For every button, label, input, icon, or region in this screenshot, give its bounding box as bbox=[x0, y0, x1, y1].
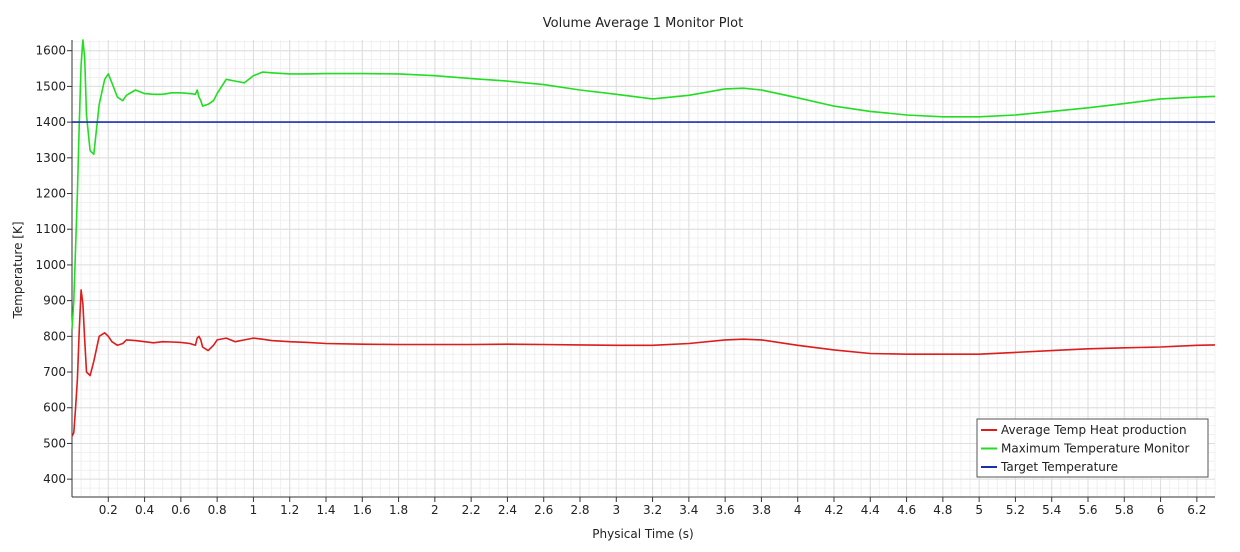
y-tick-label: 1300 bbox=[35, 151, 66, 165]
x-tick-label: 5.2 bbox=[1006, 503, 1025, 517]
x-tick-label: 3.6 bbox=[716, 503, 735, 517]
y-tick-label: 900 bbox=[43, 294, 66, 308]
x-tick-label: 0.4 bbox=[135, 503, 154, 517]
x-tick-label: 3.4 bbox=[679, 503, 698, 517]
x-tick-label: 4.4 bbox=[861, 503, 880, 517]
x-tick-label: 5 bbox=[975, 503, 983, 517]
x-tick-label: 2.4 bbox=[498, 503, 517, 517]
x-tick-label: 6.2 bbox=[1187, 503, 1206, 517]
x-tick-label: 3 bbox=[612, 503, 620, 517]
legend-label: Average Temp Heat production bbox=[1001, 423, 1187, 437]
x-tick-label: 5.6 bbox=[1078, 503, 1097, 517]
y-tick-label: 800 bbox=[43, 329, 66, 343]
x-tick-label: 4.8 bbox=[933, 503, 952, 517]
grid bbox=[72, 40, 1216, 497]
x-tick-label: 4 bbox=[794, 503, 802, 517]
x-tick-label: 2 bbox=[431, 503, 439, 517]
x-tick-label: 4.2 bbox=[824, 503, 843, 517]
y-tick-label: 700 bbox=[43, 365, 66, 379]
x-tick-label: 2.8 bbox=[570, 503, 589, 517]
y-axis-label: Temperature [K] bbox=[11, 221, 25, 319]
x-tick-label: 1.2 bbox=[280, 503, 299, 517]
series-group bbox=[71, 39, 1216, 437]
x-tick-label: 0.2 bbox=[99, 503, 118, 517]
x-tick-label: 0.8 bbox=[208, 503, 227, 517]
x-tick-label: 1.4 bbox=[316, 503, 335, 517]
x-tick-label: 0.6 bbox=[171, 503, 190, 517]
x-tick-label: 1.8 bbox=[389, 503, 408, 517]
y-tick-label: 600 bbox=[43, 401, 66, 415]
x-tick-label: 1 bbox=[250, 503, 258, 517]
x-tick-label: 4.6 bbox=[897, 503, 916, 517]
x-tick-label: 3.8 bbox=[752, 503, 771, 517]
x-tick-label: 5.4 bbox=[1042, 503, 1061, 517]
series-line-1 bbox=[71, 39, 1216, 330]
legend-label: Maximum Temperature Monitor bbox=[1001, 442, 1189, 456]
x-tick-label: 1.6 bbox=[353, 503, 372, 517]
x-tick-label: 3.2 bbox=[643, 503, 662, 517]
y-tick-label: 400 bbox=[43, 472, 66, 486]
y-tick-label: 500 bbox=[43, 436, 66, 450]
legend-box bbox=[976, 418, 1209, 478]
x-tick-label: 2.6 bbox=[534, 503, 553, 517]
y-tick-label: 1000 bbox=[35, 258, 66, 272]
y-tick-label: 1500 bbox=[35, 79, 66, 93]
y-tick-label: 1600 bbox=[35, 44, 66, 58]
axes: 0.2 0.4 0.6 0.8 1 1.2 1.4 1.6 1.8 2 2.2 2.4 2.6 2.8 3 3… bbox=[35, 40, 1215, 517]
x-axis-label: Physical Time (s) bbox=[592, 527, 693, 541]
x-tick-label: 2.2 bbox=[462, 503, 481, 517]
x-tick-label: 6 bbox=[1157, 503, 1165, 517]
x-tick-label: 5.8 bbox=[1115, 503, 1134, 517]
y-tick-label: 1100 bbox=[35, 222, 66, 236]
chart-title: Volume Average 1 Monitor Plot bbox=[543, 16, 743, 31]
y-tick-label: 1200 bbox=[35, 187, 66, 201]
series-line-0 bbox=[71, 289, 1216, 437]
legend-label: Target Temperature bbox=[1000, 460, 1118, 474]
legend: Average Temp Heat production Maximum Temp… bbox=[976, 418, 1209, 478]
y-tick-label: 1400 bbox=[35, 115, 66, 129]
